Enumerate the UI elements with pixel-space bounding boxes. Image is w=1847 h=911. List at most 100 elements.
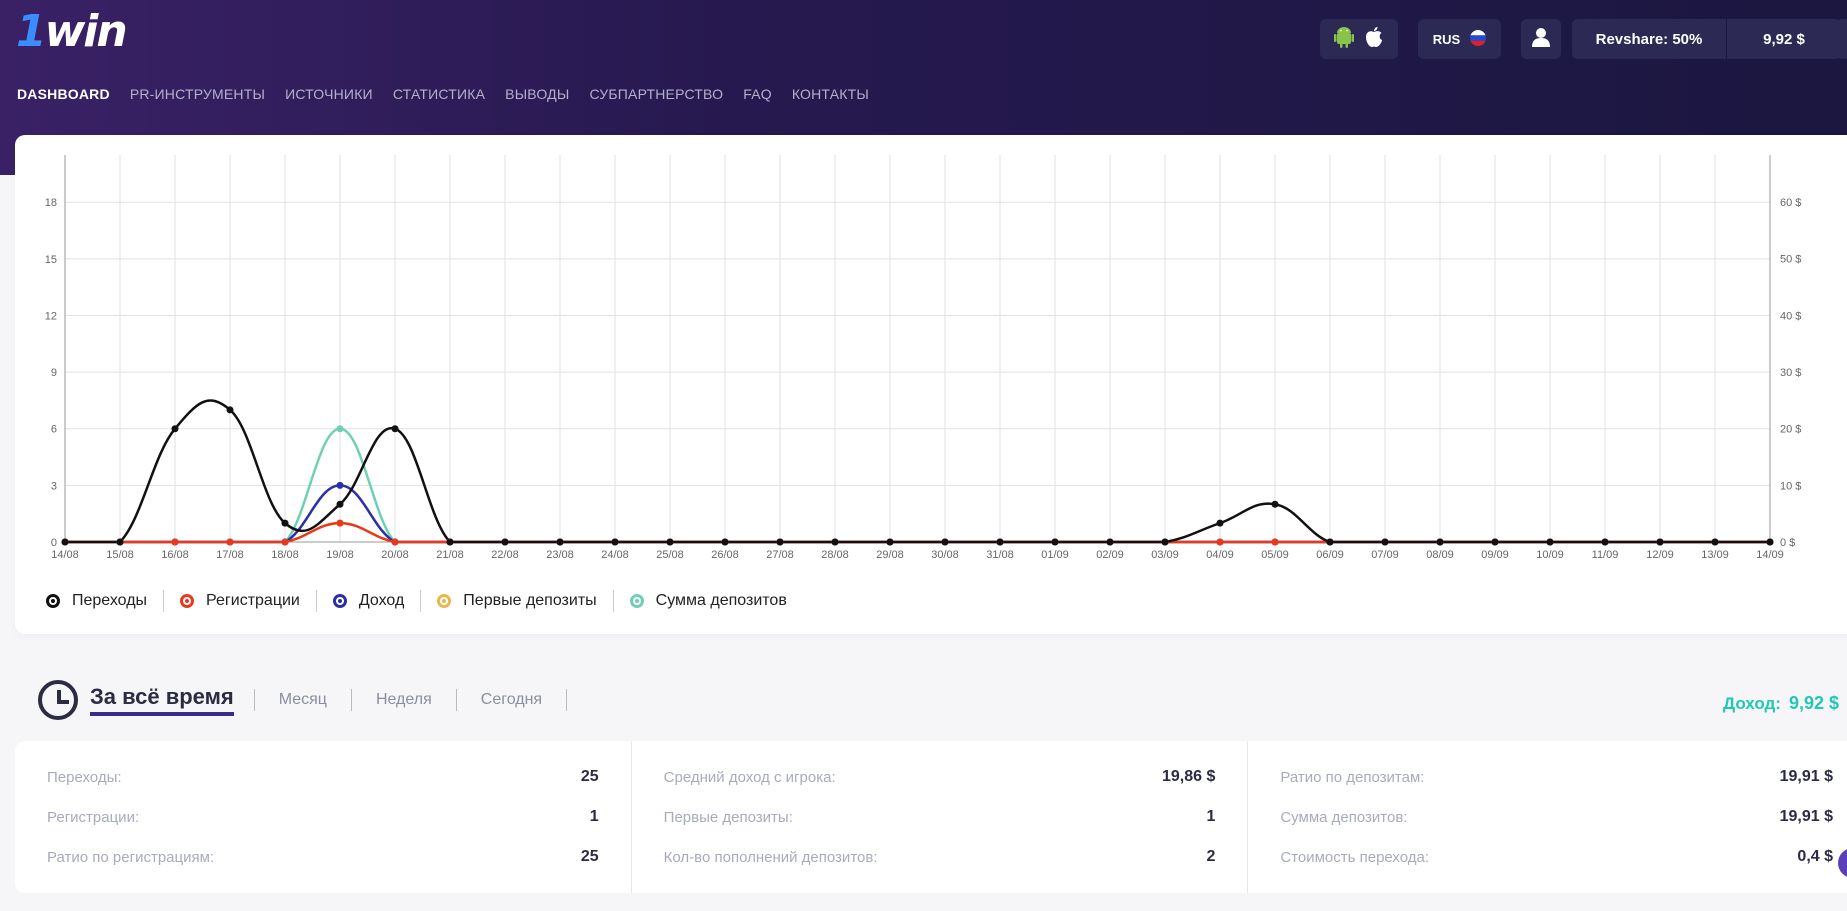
nav-dashboard[interactable]: DASHBOARD (17, 86, 110, 102)
y-axis-right-tick-label: 20 $ (1780, 424, 1801, 436)
x-axis-tick-label: 16/08 (161, 549, 189, 561)
language-selector[interactable]: RUS (1418, 19, 1501, 59)
x-axis-tick-label: 19/08 (326, 549, 354, 561)
period-week[interactable]: Неделя (350, 689, 456, 711)
statistics-chart: 0 3 6 9 12 15 18 0 $ 10 $ 20 $ 30 $ 40 $ 50 $ 60 $ 14/… (45, 155, 1801, 561)
x-axis-tick-label: 14/09 (1756, 549, 1784, 561)
language-label: RUS (1432, 31, 1461, 47)
nav-statistics[interactable]: СТАТИСТИКА (392, 86, 486, 102)
series-line (65, 484, 1770, 544)
x-axis-tick-label: 30/08 (931, 549, 959, 561)
data-point (226, 538, 234, 546)
data-point (666, 538, 674, 546)
stat-value: 19,86 $ (1161, 768, 1216, 785)
add-funds-button[interactable] (1836, 19, 1847, 59)
legend-marker-icon (437, 594, 452, 608)
data-point (336, 500, 344, 508)
stat-label: Сумма депозитов: (1280, 808, 1408, 826)
legend-item-registrations[interactable]: Регистрации (164, 590, 317, 612)
legend-marker-icon (180, 594, 195, 608)
nav-subpartnership[interactable]: СУБПАРТНЕРСТВО (589, 86, 724, 102)
x-axis-tick-label: 07/09 (1371, 549, 1399, 561)
chat-widget-button[interactable] (1838, 848, 1847, 878)
x-axis-tick-label: 05/09 (1261, 549, 1289, 561)
legend-item-income[interactable]: Доход (317, 590, 422, 612)
nav-pr-tools[interactable]: PR-ИНСТРУМЕНТЫ (129, 86, 266, 102)
data-point (226, 406, 234, 414)
nav-contacts[interactable]: КОНТАКТЫ (791, 86, 869, 102)
stat-label: Первые депозиты: (663, 808, 793, 826)
stat-value: 19,91 $ (1779, 768, 1834, 785)
legend-marker-icon (332, 594, 347, 608)
apple-icon[interactable] (1364, 26, 1384, 52)
data-point (501, 538, 509, 546)
revshare-badge: Revshare: 50% (1572, 19, 1726, 59)
profile-button[interactable] (1521, 19, 1561, 59)
data-point (831, 538, 839, 546)
stat-label: Переходы: (47, 768, 122, 786)
x-axis-tick-label: 26/08 (711, 549, 739, 561)
x-axis-tick-label: 17/08 (216, 549, 244, 561)
series-line (65, 399, 1770, 544)
data-point (116, 538, 124, 546)
stat-label: Средний доход с игрока: (663, 768, 836, 786)
y-axis-right-tick-label: 50 $ (1780, 254, 1801, 266)
x-axis-tick-label: 04/09 (1206, 549, 1234, 561)
stat-value: 1 (589, 808, 599, 825)
x-axis-tick-label: 14/08 (51, 549, 79, 561)
nav-sources[interactable]: ИСТОЧНИКИ (285, 86, 373, 102)
brand-logo[interactable]: 1win (16, 6, 128, 57)
legend-item-first-deposits[interactable]: Первые депозиты (421, 590, 614, 612)
stat-row: Регистрации: 1 (47, 797, 599, 837)
data-point (336, 425, 344, 433)
data-point (336, 481, 344, 489)
legend-label: Доход (358, 592, 405, 609)
data-point (1216, 519, 1224, 527)
nav-withdrawals[interactable]: ВЫВОДЫ (505, 86, 570, 102)
stat-row: Ратио по регистрациям: 25 (47, 837, 599, 877)
period-month[interactable]: Месяц (253, 689, 351, 711)
data-point (171, 425, 179, 433)
legend-item-clicks[interactable]: Переходы (31, 590, 165, 612)
x-axis-tick-label: 25/08 (656, 549, 684, 561)
nav-faq[interactable]: FAQ (743, 86, 772, 102)
legend-item-deposit-sum[interactable]: Сумма депозитов (614, 590, 803, 612)
x-axis-tick-label: 23/08 (546, 549, 574, 561)
data-point (171, 538, 179, 546)
y-axis-left-tick-label: 6 (51, 424, 57, 436)
x-axis-tick-label: 13/09 (1701, 549, 1729, 561)
balance-display: 9,92 $ (1727, 19, 1841, 59)
x-axis-tick-label: 09/09 (1481, 549, 1509, 561)
x-axis-tick-label: 11/09 (1592, 549, 1619, 561)
chart-card: 0 3 6 9 12 15 18 0 $ 10 $ 20 $ 30 $ 40 $ 50 $ 60 $ 14/… (15, 135, 1847, 634)
x-axis-tick-label: 31/08 (986, 549, 1014, 561)
y-axis-right-tick-label: 40 $ (1780, 310, 1801, 322)
data-point (1051, 538, 1059, 546)
app-download-buttons (1320, 19, 1398, 59)
russia-flag-icon (1470, 29, 1487, 49)
stat-value: 0,4 $ (1797, 848, 1834, 865)
stats-column-1: Переходы: 25 Регистрации: 1 Ратио по регис… (15, 741, 632, 893)
y-axis-right-tick-label: 60 $ (1780, 197, 1801, 209)
android-icon[interactable] (1334, 26, 1354, 52)
x-axis-tick-label: 27/08 (766, 549, 794, 561)
period-all-time[interactable]: За всё время (90, 684, 234, 716)
stat-row: Стоимость перехода: 0,4 $ (1280, 837, 1833, 877)
x-axis-tick-label: 29/08 (876, 549, 904, 561)
stat-row: Сумма депозитов: 19,91 $ (1280, 797, 1833, 837)
data-point (1711, 538, 1719, 546)
y-axis-left-tick-label: 12 (45, 310, 57, 322)
data-point (1381, 538, 1389, 546)
x-axis-tick-label: 03/09 (1151, 549, 1179, 561)
stat-value: 25 (580, 848, 599, 865)
data-point (886, 538, 894, 546)
data-point (281, 519, 289, 527)
x-axis-tick-label: 15/08 (106, 549, 134, 561)
stat-value: 19,91 $ (1779, 808, 1834, 825)
period-today[interactable]: Сегодня (455, 689, 568, 711)
x-axis-tick-label: 02/09 (1096, 549, 1124, 561)
stats-panel: Переходы: 25 Регистрации: 1 Ратио по регис… (15, 741, 1847, 893)
x-axis-tick-label: 28/08 (821, 549, 849, 561)
stat-value: 2 (1206, 848, 1216, 865)
stat-row: Первые депозиты: 1 (664, 797, 1216, 837)
